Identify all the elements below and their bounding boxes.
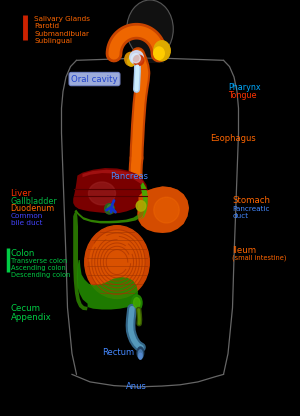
Polygon shape xyxy=(139,182,148,220)
Polygon shape xyxy=(82,170,144,184)
Ellipse shape xyxy=(127,0,173,58)
Text: Parotid: Parotid xyxy=(34,23,60,29)
Ellipse shape xyxy=(88,182,116,205)
Ellipse shape xyxy=(133,55,144,65)
Text: Colon: Colon xyxy=(11,249,35,258)
Text: bile duct: bile duct xyxy=(11,220,42,226)
Polygon shape xyxy=(73,168,148,213)
Ellipse shape xyxy=(136,201,146,211)
Text: Cecum: Cecum xyxy=(11,304,40,313)
Polygon shape xyxy=(74,182,148,223)
Ellipse shape xyxy=(105,203,114,214)
Text: Ileum: Ileum xyxy=(232,246,256,255)
Text: Tongue: Tongue xyxy=(228,91,256,100)
Ellipse shape xyxy=(107,205,113,211)
Polygon shape xyxy=(73,210,88,310)
Text: Descending colon: Descending colon xyxy=(11,272,70,277)
Text: Duodenum: Duodenum xyxy=(11,204,55,213)
Ellipse shape xyxy=(90,231,144,293)
Polygon shape xyxy=(137,186,189,233)
Text: Appendix: Appendix xyxy=(11,313,51,322)
Text: Anus: Anus xyxy=(126,382,147,391)
Text: Oral cavity: Oral cavity xyxy=(71,74,118,84)
Ellipse shape xyxy=(132,295,142,311)
Text: Rectum: Rectum xyxy=(102,348,135,357)
Text: Submandibular: Submandibular xyxy=(34,31,89,37)
Polygon shape xyxy=(136,55,164,63)
Ellipse shape xyxy=(130,51,143,64)
Ellipse shape xyxy=(154,41,170,61)
Ellipse shape xyxy=(139,353,142,359)
Polygon shape xyxy=(77,260,138,310)
Ellipse shape xyxy=(125,52,136,66)
Ellipse shape xyxy=(138,350,142,359)
Text: Salivary Glands: Salivary Glands xyxy=(34,16,91,22)
Text: Pancreas: Pancreas xyxy=(110,172,148,181)
Ellipse shape xyxy=(134,297,140,308)
Text: Sublingual: Sublingual xyxy=(34,38,73,44)
Text: Stomach: Stomach xyxy=(232,196,271,206)
Text: Pharynx: Pharynx xyxy=(228,83,261,92)
Text: Common: Common xyxy=(11,213,43,219)
Text: Liver: Liver xyxy=(11,189,32,198)
Ellipse shape xyxy=(131,54,140,63)
Ellipse shape xyxy=(128,57,135,66)
Text: Transverse colon: Transverse colon xyxy=(11,258,67,263)
Text: duct: duct xyxy=(232,213,249,219)
Polygon shape xyxy=(95,183,145,194)
Text: Esophagus: Esophagus xyxy=(210,134,256,143)
Ellipse shape xyxy=(154,47,164,59)
Text: Ascending colon: Ascending colon xyxy=(11,265,65,270)
Ellipse shape xyxy=(154,197,179,223)
Polygon shape xyxy=(137,186,189,233)
Text: Pancreatic: Pancreatic xyxy=(232,206,270,212)
Ellipse shape xyxy=(137,347,144,359)
Text: Gallbladder: Gallbladder xyxy=(11,197,57,206)
Text: (small intestine): (small intestine) xyxy=(232,255,287,261)
Ellipse shape xyxy=(85,225,149,299)
